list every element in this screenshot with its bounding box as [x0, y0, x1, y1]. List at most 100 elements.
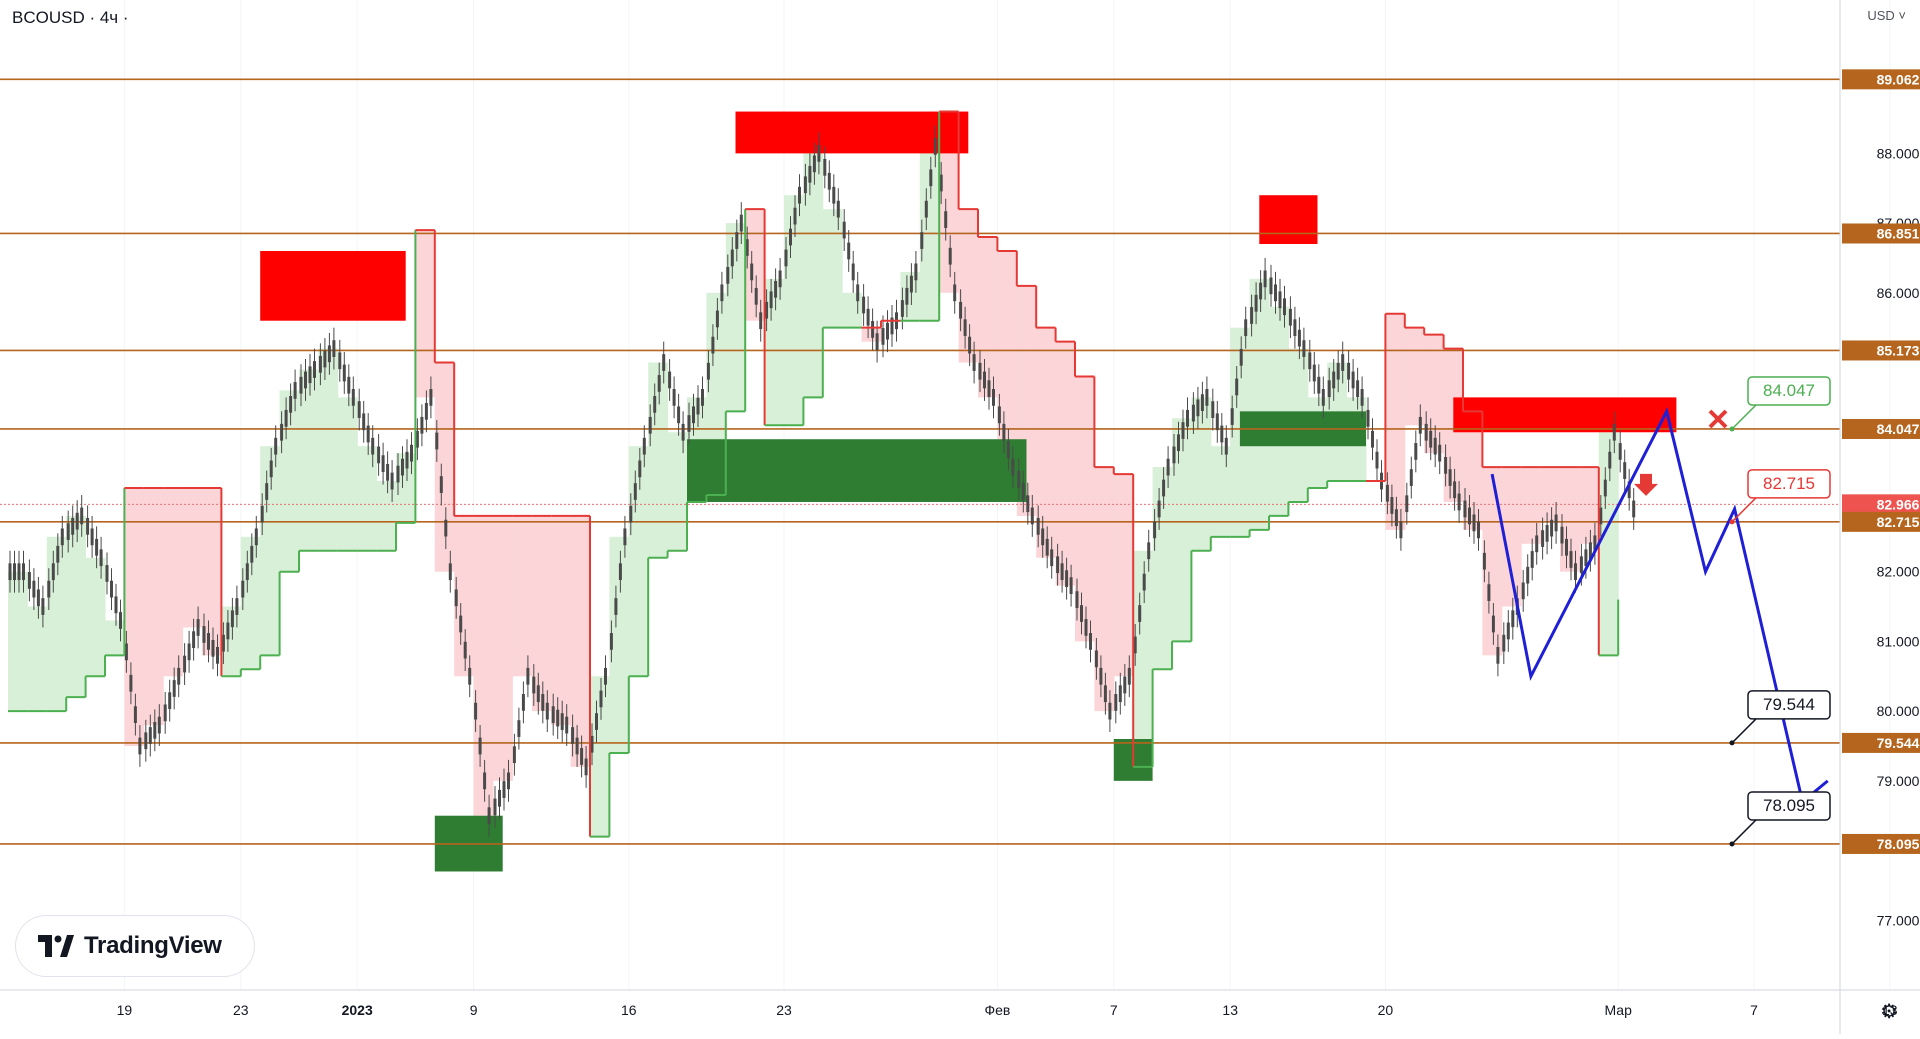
candle-body — [575, 737, 579, 755]
y-tick-label: 81.000 — [1877, 633, 1920, 649]
candle-body — [1094, 650, 1098, 668]
candle-body — [1147, 542, 1151, 560]
bear-fill — [1521, 467, 1542, 544]
bull-fill — [46, 536, 67, 712]
candle-body — [1627, 481, 1631, 499]
candle-body — [1336, 362, 1340, 380]
candle-body — [1457, 493, 1461, 511]
candle-body — [129, 674, 133, 692]
bear-fill — [1385, 313, 1406, 530]
bear-fill — [1540, 467, 1561, 523]
candle-body — [696, 397, 700, 415]
symbol-title[interactable]: BCOUSD · 4ч · — [12, 8, 129, 27]
y-tick-label: 82.000 — [1877, 564, 1920, 580]
candle-body — [604, 667, 607, 685]
candle-body — [545, 702, 549, 720]
candle-body — [390, 472, 394, 490]
candle-body — [759, 312, 763, 330]
candle-body — [1080, 605, 1083, 622]
bear-fill — [473, 515, 494, 816]
candle-body — [953, 284, 957, 302]
candle-body — [1468, 507, 1471, 525]
candle-body — [269, 460, 273, 478]
bear-fill — [1463, 411, 1483, 530]
candle-body — [468, 667, 472, 685]
candle-body — [997, 406, 1001, 424]
candle-body — [313, 361, 316, 378]
trend-band-layer — [8, 110, 1620, 838]
candle-body — [720, 284, 724, 302]
currency-selector[interactable]: USD ˅ — [1867, 8, 1906, 23]
candle-body — [769, 291, 773, 309]
candle-body — [1433, 437, 1437, 455]
candle-body — [230, 610, 234, 628]
candle-body — [66, 523, 70, 540]
candle-body — [429, 389, 433, 406]
callout-box[interactable] — [1747, 469, 1831, 499]
candle-body — [909, 275, 913, 293]
level-price-tag — [1842, 732, 1920, 753]
bear-fill — [939, 111, 960, 293]
candle-body — [968, 336, 972, 354]
candle-body — [1250, 307, 1254, 324]
x-tick-label: 19 — [117, 1002, 133, 1018]
candle-body — [1278, 291, 1282, 309]
candle-body — [114, 596, 118, 614]
candle-body — [914, 263, 918, 281]
x-tick-label: 20 — [1378, 1002, 1394, 1018]
callout-label: 82.715 — [1763, 474, 1815, 493]
level-price-tag — [1842, 340, 1920, 361]
candle-body — [183, 655, 187, 673]
x-tick-label: 13 — [1222, 1002, 1238, 1018]
candle-body — [187, 643, 191, 661]
candle-body — [580, 748, 584, 765]
candle-body — [1360, 389, 1364, 406]
candle-body — [347, 376, 351, 394]
callout-box[interactable] — [1747, 376, 1831, 406]
candle-body — [308, 366, 312, 384]
bull-fill — [900, 271, 921, 321]
candle-body — [41, 598, 45, 615]
candle-body — [1424, 423, 1428, 441]
callout-pointer — [1731, 404, 1757, 430]
tradingview-logo[interactable]: TradingView — [16, 916, 254, 976]
candle-body — [318, 355, 322, 373]
gear-icon[interactable]: ⚙ — [1880, 1001, 1898, 1023]
bear-fill — [745, 209, 766, 321]
candle-body — [1254, 294, 1258, 312]
bull-fill — [1249, 278, 1270, 530]
candle-body — [536, 685, 540, 703]
candle-body — [1472, 514, 1476, 532]
level-price-tag — [1842, 833, 1920, 854]
candle-body — [1157, 500, 1161, 518]
callout-box[interactable] — [1747, 690, 1831, 720]
bull-fill — [725, 223, 746, 412]
candle-body — [1366, 409, 1370, 427]
candle-body — [1371, 430, 1374, 448]
candle-body — [163, 704, 167, 722]
candle-body — [924, 200, 928, 218]
bear-fill — [570, 515, 591, 767]
candle-body — [1045, 538, 1049, 556]
resistance-zone — [735, 111, 969, 154]
candle-body — [886, 322, 889, 340]
callout-label: 79.544 — [1763, 695, 1815, 714]
callout-box[interactable] — [1747, 791, 1831, 821]
y-tick-label: 84.047 — [1877, 421, 1920, 437]
bull-fill — [590, 676, 610, 837]
candle-body — [862, 296, 866, 314]
candle-body — [1056, 556, 1060, 574]
candle-body — [493, 798, 497, 816]
candle-body — [677, 406, 681, 424]
candle-body — [235, 598, 239, 615]
candle-body — [765, 301, 769, 319]
candle-body — [739, 214, 743, 232]
candle-body — [726, 267, 730, 284]
bear-fill — [1036, 327, 1057, 558]
candle-body — [1118, 685, 1122, 703]
bull-fill — [803, 153, 824, 398]
candle-body — [774, 280, 778, 298]
candle-body — [599, 690, 603, 708]
x-tick-label: 2023 — [342, 1002, 373, 1018]
